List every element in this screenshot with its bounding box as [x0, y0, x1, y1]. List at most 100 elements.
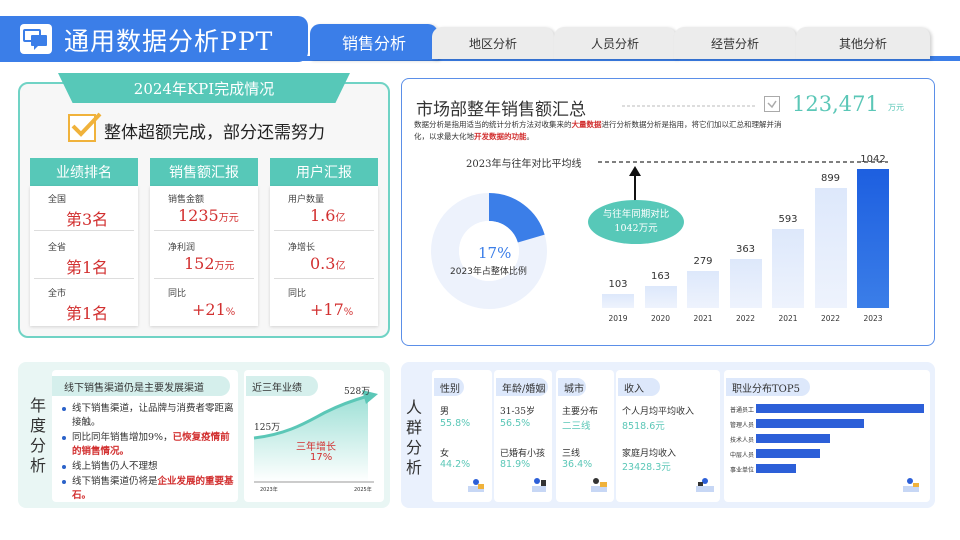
- bar-value-label: 363: [735, 244, 756, 256]
- job-label: 普通员工: [730, 407, 755, 414]
- person-illustration-icon: [532, 478, 546, 492]
- crowd-label-text: 人群分析: [406, 398, 423, 477]
- crowd-label: 个人月均平均收入: [622, 407, 695, 417]
- kpi-cell-value: +21%: [192, 300, 236, 319]
- crowd-head-gender: 性别: [434, 378, 464, 396]
- kpi-cell-value: 1.6亿: [310, 206, 346, 225]
- divider: [154, 278, 254, 279]
- crowd-label: 男: [440, 407, 450, 417]
- avg-line-label: 2023年与往年对比平均线: [466, 159, 582, 170]
- crowd-value: 8518.6元: [622, 421, 665, 432]
- kpi-cell-value: +17%: [310, 300, 354, 319]
- crowd-vertical-label: 人群分析: [406, 398, 426, 478]
- comparison-bubble: 与往年同期对比 1042万元: [588, 200, 684, 244]
- job-label: 中层人员: [730, 452, 755, 459]
- crowd-label: 女: [440, 449, 450, 459]
- crowd-label: 主要分布: [562, 407, 599, 417]
- bar-category-label: 2021: [778, 314, 798, 323]
- avg-line: [598, 161, 888, 163]
- bar-2: [687, 270, 719, 308]
- bar-4: [772, 228, 804, 308]
- divider: [274, 230, 374, 231]
- end-value: 528万: [344, 387, 371, 397]
- kpi-col-ranking: 全国 第3名 全省 第1名 全市 第1名: [30, 186, 138, 326]
- kpi-cell-value: 第3名: [66, 210, 109, 229]
- bar-value-label: 593: [778, 213, 798, 225]
- bubble-line2: 1042万元: [614, 223, 658, 234]
- donut-chart: [431, 193, 547, 309]
- crowd-value: 44.2%: [440, 459, 471, 470]
- kpi-cell-label: 净增长: [288, 243, 316, 253]
- crowd-value: 23428.3元: [622, 462, 671, 473]
- crowd-head-income: 收入: [618, 378, 660, 396]
- divider: [274, 278, 374, 279]
- tab-region[interactable]: 地区分析: [432, 27, 554, 59]
- bar-category-label: 2019: [608, 314, 628, 323]
- bar-6: [857, 168, 889, 308]
- start-value: 125万: [254, 423, 281, 433]
- end-year: 2025年: [354, 487, 372, 493]
- crowd-head-jobs: 职业分布TOP5: [726, 378, 810, 396]
- bar-category-label: 2021: [693, 314, 713, 323]
- chat-icon: [20, 24, 52, 54]
- kpi-cell-label: 净利润: [168, 243, 196, 253]
- kpi-cell-label: 全市: [48, 289, 67, 299]
- bar-value-label: 1042: [860, 153, 886, 165]
- kpi-ribbon: [58, 73, 350, 103]
- list-item: 线下销售渠道，让品牌与消费者零距离接触。: [60, 402, 238, 430]
- tab-operations[interactable]: 经营分析: [674, 27, 796, 59]
- crowd-value: 55.8%: [440, 418, 471, 429]
- crowd-label: 31-35岁: [500, 407, 535, 417]
- crowd-head-age: 年龄/婚姻: [496, 378, 548, 396]
- crowd-label: 已婚有小孩: [500, 449, 546, 459]
- kpi-cell-label: 销售金额: [168, 195, 205, 205]
- sales-title: 市场部整年销售额汇总: [416, 100, 586, 120]
- crowd-label: 三线: [562, 449, 581, 459]
- start-year: 2023年: [260, 487, 278, 493]
- bar-category-label: 2020: [650, 314, 671, 323]
- sales-description: 数据分析是指用适当的统计分析方法对收集来的大量数据进行分析数据分析是指用，将它们…: [414, 120, 782, 141]
- list-item: 线下销售渠道仍将是企业发展的重要基石。: [60, 475, 238, 503]
- kpi-cell-value: 0.3亿: [310, 254, 346, 273]
- bubble-line1: 与往年同期对比: [602, 209, 670, 220]
- kpi-cell-value: 1235万元: [178, 206, 239, 225]
- bar-0: [602, 294, 634, 308]
- bar-3: [729, 259, 762, 308]
- divider: [34, 230, 134, 231]
- crowd-value: 56.5%: [500, 418, 531, 429]
- bar-value-label: 163: [650, 271, 671, 283]
- kpi-col-head-ranking: 业绩排名: [30, 158, 138, 186]
- kpi-cell-label: 用户数量: [288, 195, 325, 205]
- jobs-bar-chart: 普通员工 管理人员 技术人员 中层人员 事业单位: [728, 400, 928, 480]
- kpi-cell-label: 全省: [48, 243, 67, 253]
- divider: [34, 278, 134, 279]
- annual-list: 线下销售渠道，让品牌与消费者零距离接触。 同比同年销售增加9%，已恢复疫情前的销…: [60, 402, 238, 504]
- crowd-label: 家庭月均收入: [622, 449, 677, 459]
- annual-card-channel-title: 线下销售渠道仍是主要发展渠道: [52, 376, 230, 396]
- job-bar: [756, 419, 864, 428]
- person-illustration-icon: [468, 479, 484, 492]
- crowd-value: 36.4%: [562, 459, 593, 470]
- crowd-value: 二三线: [562, 421, 591, 432]
- donut-percent: 17%: [478, 244, 512, 262]
- tab-sales[interactable]: 销售分析: [310, 24, 438, 60]
- list-item: 线上销售仍人不理想: [60, 460, 238, 474]
- person-illustration-icon: [696, 478, 714, 492]
- job-label: 事业单位: [730, 467, 755, 474]
- growth-label: 三年增长: [296, 442, 336, 453]
- job-label: 技术人员: [730, 437, 755, 444]
- tab-staff[interactable]: 人员分析: [554, 27, 676, 59]
- kpi-cell-value: 152万元: [184, 254, 235, 273]
- kpi-cell-value: 第1名: [66, 258, 109, 277]
- kpi-title: 2024年KPI完成情况: [133, 79, 275, 98]
- kpi-col-head-sales: 销售额汇报: [150, 158, 258, 186]
- bar-1: [644, 286, 677, 308]
- tab-other[interactable]: 其他分析: [796, 27, 930, 59]
- kpi-cell-label: 同比: [168, 289, 187, 299]
- bar-value-label: 279: [693, 255, 713, 267]
- job-bar: [756, 404, 924, 413]
- bar-category-label: 2022: [820, 314, 841, 323]
- list-item: 同比同年销售增加9%，已恢复疫情前的销售情况。: [60, 431, 238, 459]
- growth-value: 17%: [310, 452, 333, 463]
- bar-category-label: 2022: [735, 314, 756, 323]
